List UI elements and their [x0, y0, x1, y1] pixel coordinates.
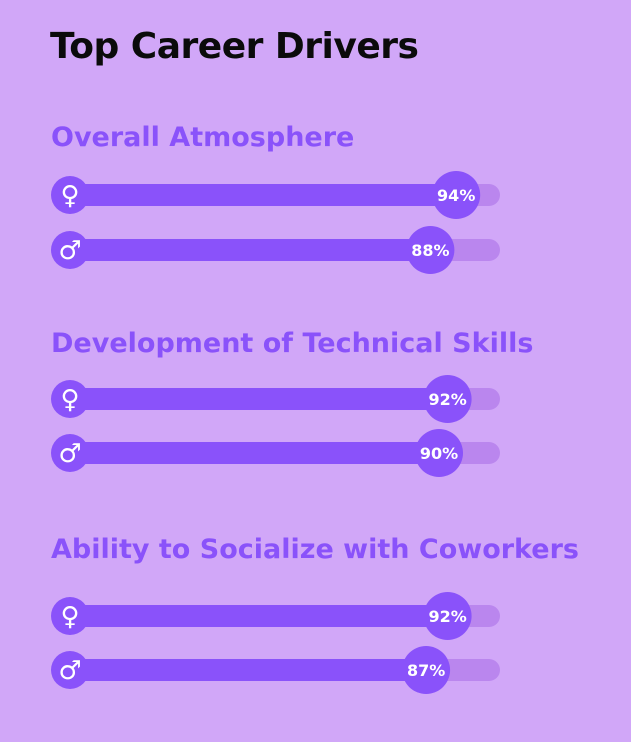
value-label: 87%: [407, 661, 445, 680]
value-bubble: [423, 592, 472, 640]
female-symbol-icon: ♀: [60, 602, 79, 632]
bar: [70, 659, 427, 681]
series-icon-circle: [51, 231, 89, 269]
category-label: Overall Atmosphere: [51, 122, 354, 153]
category-label: Development of Technical Skills: [51, 328, 533, 359]
value-label: 94%: [437, 186, 475, 205]
bar: [70, 605, 448, 627]
value-label: 90%: [420, 444, 458, 463]
male-symbol-icon: ♂: [58, 656, 81, 686]
value-bubble: [423, 375, 472, 423]
bar: [70, 442, 439, 464]
series-icon-circle: [51, 651, 89, 689]
value-label: 92%: [428, 607, 466, 626]
female-symbol-icon: ♀: [60, 385, 79, 415]
value-bubble: [402, 646, 451, 694]
male-symbol-icon: ♂: [58, 236, 81, 266]
value-label: 92%: [428, 390, 466, 409]
series-icon-circle: [51, 380, 89, 418]
chart-title: Top Career Drivers: [50, 26, 419, 67]
value-bubble: [432, 171, 481, 219]
male-symbol-icon: ♂: [58, 439, 81, 469]
bar: [70, 388, 448, 410]
series-icon-circle: [51, 597, 89, 635]
value-bubble: [406, 226, 455, 274]
female-symbol-icon: ♀: [60, 181, 79, 211]
category-label: Ability to Socialize with Coworkers: [51, 534, 579, 565]
value-label: 88%: [411, 241, 449, 260]
bar: [70, 184, 457, 206]
series-icon-circle: [51, 434, 89, 472]
series-icon-circle: [51, 176, 89, 214]
value-bubble: [415, 429, 463, 477]
bar: [70, 239, 431, 261]
